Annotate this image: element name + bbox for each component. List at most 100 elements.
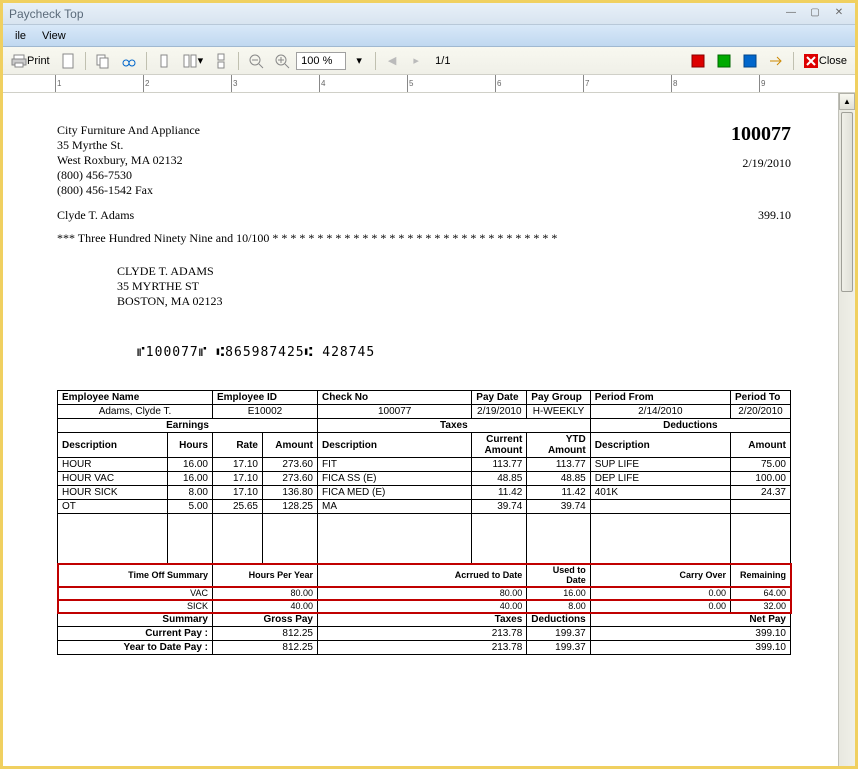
zoom-dropdown[interactable]: ▾	[348, 50, 370, 72]
menu-view[interactable]: View	[34, 28, 74, 44]
td-checkno: 100077	[318, 405, 472, 419]
th-paygroup: Pay Group	[527, 391, 590, 405]
close-button[interactable]: Close	[799, 50, 851, 72]
d3a	[731, 500, 791, 514]
print-preview-button[interactable]	[56, 50, 80, 72]
export-button[interactable]	[764, 50, 788, 72]
binoculars-icon	[121, 53, 137, 69]
minimize-button[interactable]: —	[781, 7, 801, 21]
th-paydate: Pay Date	[472, 391, 527, 405]
single-page-button[interactable]	[152, 50, 176, 72]
td-pto: 2/20/2010	[731, 405, 791, 419]
sum-cur-t: 213.78	[318, 627, 527, 641]
sum-net: Net Pay	[590, 613, 790, 627]
t1y: 48.85	[527, 472, 590, 486]
e1a: 273.60	[263, 472, 318, 486]
page-icon	[156, 53, 172, 69]
section-taxes: Taxes	[318, 419, 591, 433]
d2a: 24.37	[731, 486, 791, 500]
d3d	[590, 500, 730, 514]
company-name: City Furniture And Appliance	[57, 123, 731, 138]
prev-page-button[interactable]: ▸	[405, 50, 427, 72]
scroll-thumb[interactable]	[841, 112, 853, 292]
print-label: Print	[27, 55, 50, 67]
continuous-button[interactable]	[209, 50, 233, 72]
sum-ytd-d: 199.37	[527, 641, 590, 655]
excel-icon	[716, 53, 732, 69]
export-word-button[interactable]	[738, 50, 762, 72]
close-icon	[803, 53, 819, 69]
to-h3: Used to Date	[527, 564, 590, 587]
export-icon	[768, 53, 784, 69]
to-r1v5: 32.00	[731, 600, 791, 613]
td-empid: E10002	[213, 405, 318, 419]
e0a: 273.60	[263, 458, 318, 472]
sum-ded: Deductions	[527, 613, 590, 627]
window-title: Paycheck Top	[9, 7, 777, 21]
e1d: HOUR VAC	[58, 472, 168, 486]
to-r1n: SICK	[58, 600, 213, 613]
sum-cur-n: 399.10	[590, 627, 790, 641]
to-r1v2: 40.00	[318, 600, 527, 613]
col-desc-e: Description	[58, 433, 168, 458]
to-r0v4: 0.00	[590, 587, 730, 600]
multipage-icon	[182, 53, 198, 69]
t3y: 39.74	[527, 500, 590, 514]
toolbar: Print ▾ 100 % ▾ ◀ ▸ 1/1 Close	[3, 47, 855, 75]
menu-bar: ile View	[3, 25, 855, 47]
e2r: 17.10	[213, 486, 263, 500]
e0d: HOUR	[58, 458, 168, 472]
first-page-button[interactable]: ◀	[381, 50, 403, 72]
to-r0v1: 80.00	[213, 587, 318, 600]
scroll-up-button[interactable]: ▲	[839, 93, 855, 110]
page-indicator: 1/1	[429, 55, 456, 67]
th-pfrom: Period From	[590, 391, 730, 405]
col-hours: Hours	[168, 433, 213, 458]
col-desc-t: Description	[318, 433, 472, 458]
t0c: 113.77	[472, 458, 527, 472]
sum-taxes: Taxes	[318, 613, 527, 627]
to-r0v5: 64.00	[731, 587, 791, 600]
t3d: MA	[318, 500, 472, 514]
d0d: SUP LIFE	[590, 458, 730, 472]
close-window-button[interactable]: ✕	[829, 7, 849, 21]
pdf-icon	[690, 53, 706, 69]
find-button[interactable]	[117, 50, 141, 72]
export-pdf-button[interactable]	[686, 50, 710, 72]
timeoff-label: Time Off Summary	[58, 564, 213, 587]
col-amount-e: Amount	[263, 433, 318, 458]
zoom-in-icon	[274, 53, 290, 69]
zoom-input[interactable]: 100 %	[296, 52, 346, 70]
print-button[interactable]: Print	[7, 50, 54, 72]
close-label: Close	[819, 55, 847, 67]
vertical-scrollbar[interactable]: ▲	[838, 93, 855, 766]
col-amount-d: Amount	[731, 433, 791, 458]
t2y: 11.42	[527, 486, 590, 500]
amount-words: *** Three Hundred Ninety Nine and 10/100…	[57, 231, 791, 246]
to-r1v3: 8.00	[527, 600, 590, 613]
to-r0n: VAC	[58, 587, 213, 600]
multi-page-button[interactable]: ▾	[178, 50, 208, 72]
e0r: 17.10	[213, 458, 263, 472]
printer-icon	[11, 53, 27, 69]
company-phone: (800) 456-7530	[57, 168, 731, 183]
col-desc-d: Description	[590, 433, 730, 458]
d0a: 75.00	[731, 458, 791, 472]
d1a: 100.00	[731, 472, 791, 486]
e2a: 136.80	[263, 486, 318, 500]
copy-button[interactable]	[91, 50, 115, 72]
export-excel-button[interactable]	[712, 50, 736, 72]
t1d: FICA SS (E)	[318, 472, 472, 486]
maximize-button[interactable]: ▢	[805, 7, 825, 21]
addressee-city: BOSTON, MA 02123	[117, 294, 791, 309]
zoom-out-icon	[248, 53, 264, 69]
e3h: 5.00	[168, 500, 213, 514]
t0y: 113.77	[527, 458, 590, 472]
zoom-in-button[interactable]	[270, 50, 294, 72]
e0h: 16.00	[168, 458, 213, 472]
zoom-out-button[interactable]	[244, 50, 268, 72]
col-rate: Rate	[213, 433, 263, 458]
e1h: 16.00	[168, 472, 213, 486]
menu-file[interactable]: ile	[7, 28, 34, 44]
sum-cur-d: 199.37	[527, 627, 590, 641]
